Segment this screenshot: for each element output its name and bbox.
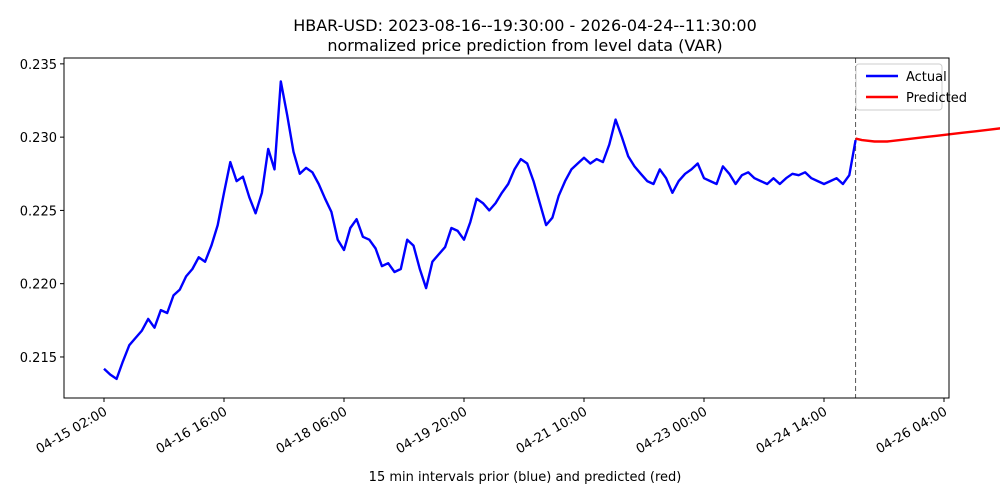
x-tick-label: 04-18 06:00 [274, 404, 350, 457]
chart-subtitle: normalized price prediction from level d… [327, 36, 722, 55]
chart-title: HBAR-USD: 2023-08-16--19:30:00 - 2026-04… [293, 16, 757, 35]
plot-area-frame [63, 57, 950, 399]
legend-actual-label: Actual [906, 70, 947, 85]
y-tick-label: 0.220 [20, 278, 57, 293]
x-tick-label: 04-21 10:00 [514, 404, 590, 457]
x-tick-label: 04-16 16:00 [154, 404, 230, 457]
y-tick-label: 0.235 [20, 58, 57, 73]
x-tick-label: 04-15 02:00 [34, 404, 110, 457]
series-line-predicted [855, 127, 1000, 143]
legend-predicted-label: Predicted [906, 91, 967, 106]
tick-layer: 0.215 0.220 0.225 0.230 0.235 04-15 02:00 04-1… [20, 58, 950, 457]
series-layer [103, 58, 1000, 398]
x-tick-label: 04-24 14:00 [754, 404, 830, 457]
y-tick-label: 0.230 [20, 131, 57, 146]
y-tick-label: 0.215 [20, 351, 57, 366]
x-tick-label: 04-26 04:00 [874, 404, 950, 457]
series-line-actual [103, 80, 857, 381]
y-tick-label: 0.225 [20, 204, 57, 219]
x-tick-label: 04-19 20:00 [394, 404, 470, 457]
legend: Actual Predicted [855, 63, 967, 111]
x-axis-label: 15 min intervals prior (blue) and predic… [369, 470, 682, 485]
x-tick-label: 04-23 00:00 [634, 404, 710, 457]
